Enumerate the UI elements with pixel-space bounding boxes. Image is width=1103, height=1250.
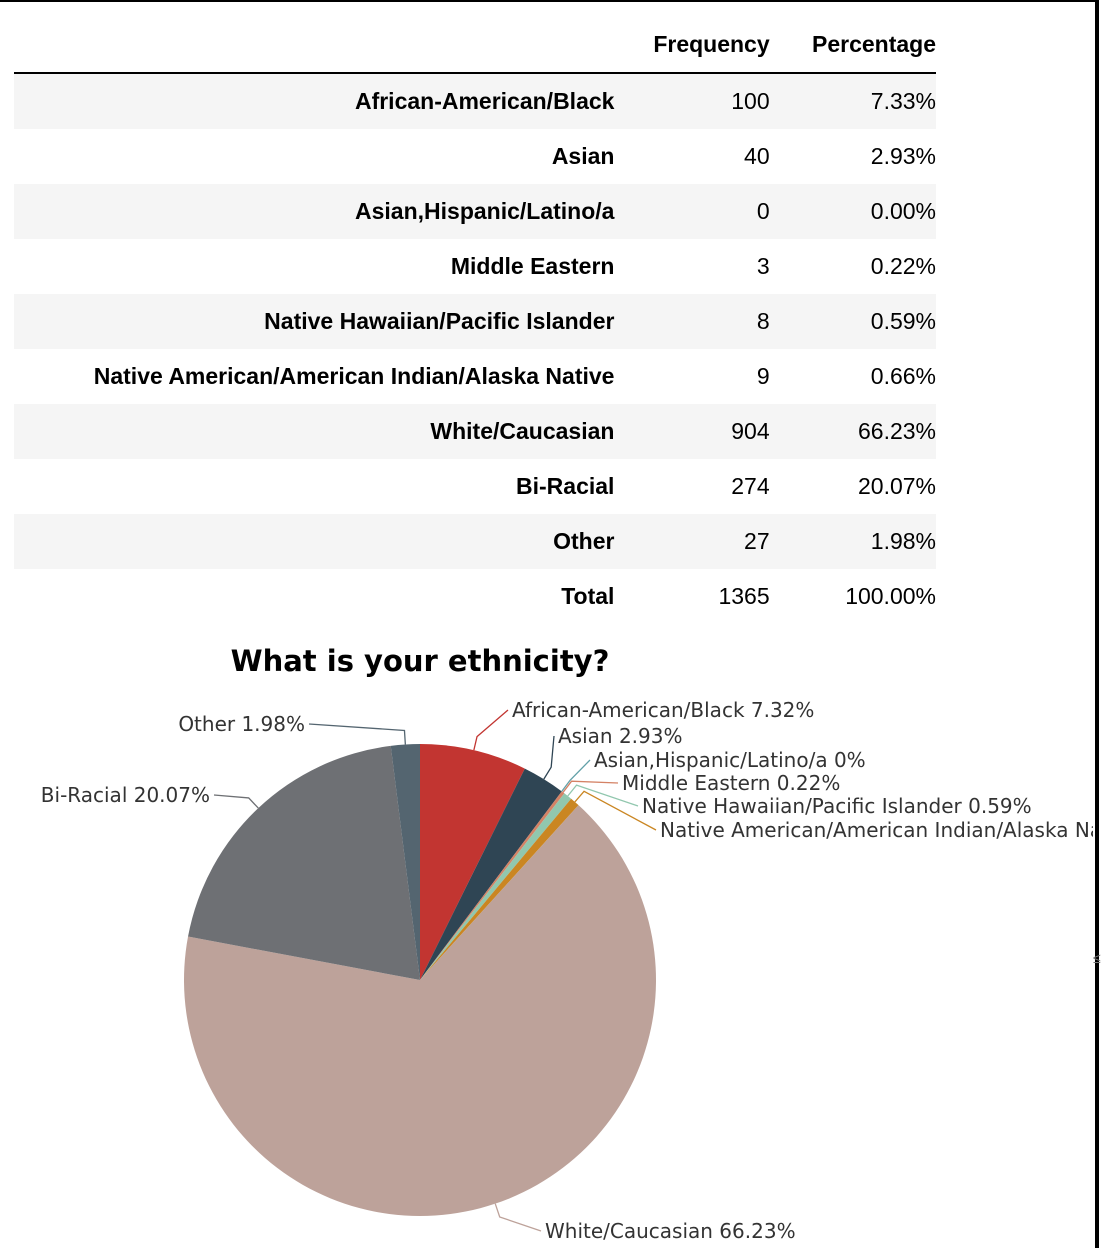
row-label: Middle Eastern [450, 253, 615, 279]
pie-slice [390, 744, 420, 980]
pie-slice [183, 805, 657, 1216]
pie-label: African-American/Black 7.32% [512, 698, 814, 722]
pie-label: Native American/American Indian/Alaska N… [660, 818, 1093, 842]
pie-leader-line [308, 723, 406, 745]
pie-leader-line [543, 735, 555, 780]
header-category [14, 16, 614, 73]
total-frequency: 1365 [718, 583, 770, 609]
pie-slices [183, 744, 657, 1216]
row-frequency: 9 [756, 363, 770, 389]
total-label: Total [561, 583, 615, 609]
pie-slice [420, 744, 525, 980]
row-label: White/Caucasian [430, 418, 615, 444]
pie-slice [420, 791, 565, 980]
total-percentage: 100.00% [845, 583, 936, 609]
table-row: Middle Eastern 3 0.22% [14, 239, 936, 294]
row-label: Asian,Hispanic/Latino/a [355, 198, 615, 224]
row-percentage: 0.59% [870, 308, 936, 334]
pie-leader-line [567, 784, 639, 807]
table-total-row: Total 1365 100.00% [14, 569, 936, 624]
table-row: African-American/Black 100 7.33% [14, 73, 936, 129]
pie-leader-line [561, 759, 591, 792]
frequency-table: Frequency Percentage African-American/Bl… [14, 16, 936, 624]
row-percentage: 0.66% [870, 363, 936, 389]
table-row: White/Caucasian 904 66.23% [14, 404, 936, 459]
row-percentage: 20.07% [857, 473, 936, 499]
chart-title: What is your ethnicity? [231, 644, 610, 678]
row-percentage: 0.22% [870, 253, 936, 279]
row-frequency: 40 [744, 143, 770, 169]
row-label: Native American/American Indian/Alaska N… [93, 363, 615, 389]
row-percentage: 0.00% [870, 198, 936, 224]
pie-slice [188, 745, 420, 980]
row-label: Native Hawaiian/Pacific Islander [264, 308, 615, 334]
pie-label: White/Caucasian 66.23% [545, 1219, 796, 1243]
row-frequency: 8 [756, 308, 770, 334]
row-frequency: 27 [744, 528, 770, 554]
table-row: Other 27 1.98% [14, 514, 936, 569]
pie-leader-line [562, 780, 619, 793]
ethnicity-pie-chart: What is your ethnicity? African-American… [41, 644, 1093, 1243]
table-row: Asian 40 2.93% [14, 129, 936, 184]
row-percentage: 2.93% [870, 143, 936, 169]
row-frequency: 3 [756, 253, 770, 279]
pie-leader-line [494, 1203, 542, 1232]
row-label: African-American/Black [354, 88, 615, 114]
table-row: Native Hawaiian/Pacific Islander 8 0.59% [14, 294, 936, 349]
pie-label: Asian 2.93% [558, 724, 682, 748]
header-frequency: Frequency [653, 30, 770, 57]
pie-leader-line [213, 794, 259, 809]
row-label: Asian [551, 143, 615, 169]
row-frequency: 0 [756, 198, 770, 224]
pie-slice [420, 798, 579, 980]
row-frequency: 274 [731, 473, 770, 499]
pie-label: Other 1.98% [178, 712, 305, 736]
table-row: Bi-Racial 274 20.07% [14, 459, 936, 514]
row-percentage: 66.23% [857, 418, 936, 444]
pie-label: Bi-Racial 20.07% [41, 783, 210, 807]
pie-leader-line [574, 790, 657, 831]
pie-leader-lines [213, 709, 657, 1232]
pie-label: Middle Eastern 0.22% [622, 771, 840, 795]
pie-labels: African-American/Black 7.32%Asian 2.93%A… [41, 698, 1093, 1243]
pie-leader-line [473, 709, 509, 751]
row-percentage: 1.98% [870, 528, 936, 554]
pie-label: Native Hawaiian/Pacific Islander 0.59% [642, 794, 1032, 818]
header-percentage: Percentage [811, 30, 936, 57]
row-label: Bi-Racial [516, 473, 615, 499]
row-frequency: 100 [731, 88, 770, 114]
table-row: Asian,Hispanic/Latino/a 0 0.00% [14, 184, 936, 239]
row-label: Other [553, 528, 615, 554]
pie-slice [420, 793, 572, 980]
table-header-row: Frequency Percentage [14, 16, 936, 73]
pie-label: Asian,Hispanic/Latino/a 0% [594, 748, 866, 772]
pie-slice [420, 768, 562, 980]
table-row: Native American/American Indian/Alaska N… [14, 349, 936, 404]
side-glyph: ≤ [1093, 950, 1101, 966]
row-percentage: 7.33% [870, 88, 936, 114]
row-frequency: 904 [731, 418, 770, 444]
